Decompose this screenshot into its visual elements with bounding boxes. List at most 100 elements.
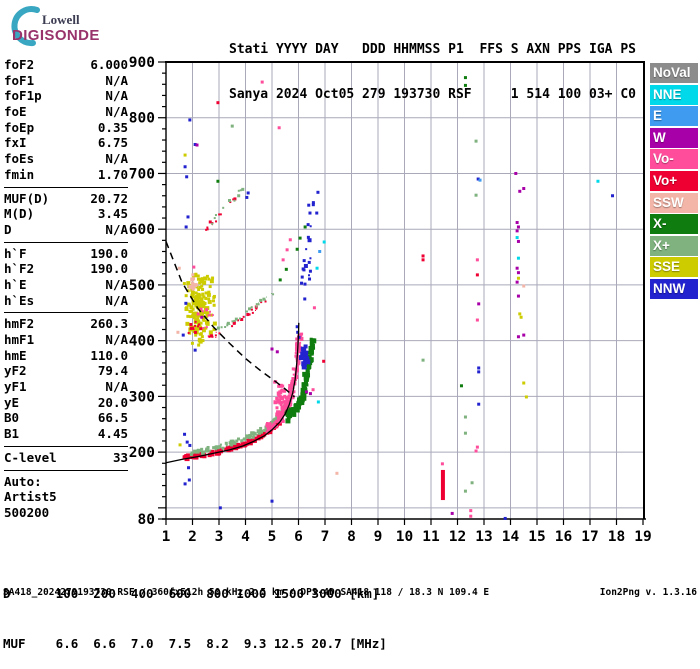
panel-separator <box>4 445 128 447</box>
series-third-hop-x <box>211 187 245 225</box>
series-spread-column-blue <box>300 190 320 301</box>
param-value: N/A <box>105 332 128 347</box>
param-row-ye: yE 20.0 <box>4 395 128 411</box>
legend-item-e: E <box>650 106 698 127</box>
param-row-d: D N/A <box>4 222 128 238</box>
axis-tick-label: 18 <box>608 529 625 545</box>
status-measurement-info: SA418_2024279193730.RSF / 360fx512h 50 k… <box>3 587 490 598</box>
legend-item-vo: Vo- <box>650 149 698 170</box>
param-value: N/A <box>105 379 128 395</box>
status-bar: SA418_2024279193730.RSF / 360fx512h 50 k… <box>0 587 700 598</box>
param-value: 20.72 <box>90 190 128 206</box>
param-value: 6.75 <box>97 135 128 151</box>
param-row-foe: foE N/A <box>4 104 128 120</box>
series-noise-ssw <box>176 266 526 475</box>
param-value: 190.0 <box>90 261 128 277</box>
series-es-burst <box>440 469 445 501</box>
param-value: N/A <box>105 221 128 237</box>
param-row-b1: B1 4.45 <box>4 426 128 442</box>
param-value: 260.3 <box>90 316 128 332</box>
param-label: fmin <box>4 166 35 182</box>
panel-separator <box>4 186 128 188</box>
series-cluster-salmon-specks <box>188 273 198 291</box>
param-row-fmin: fmin 1.70 <box>4 167 128 183</box>
header-values-line: Sanya 2024 Oct05 279 193730 RSF 1 514 10… <box>229 87 636 102</box>
series-noise-vo-minus <box>192 80 479 518</box>
axis-tick-label: 17 <box>581 529 598 545</box>
panel-separator <box>4 312 128 314</box>
param-value: 1.70 <box>97 166 128 182</box>
axis-tick-label: 300 <box>129 389 155 405</box>
param-value: 20.0 <box>97 394 128 410</box>
param-value: N/A <box>105 276 128 292</box>
param-row-yf1: yF1 N/A <box>4 379 128 395</box>
param-value: 190.0 <box>90 245 128 261</box>
axis-tick-label: 13 <box>475 529 492 545</box>
axis-tick-label: 2 <box>188 529 197 545</box>
param-row-hes: h`Es N/A <box>4 293 128 309</box>
param-label: foF2 <box>4 57 35 72</box>
series-second-hop-x <box>215 292 275 331</box>
param-row-b0: B0 66.5 <box>4 410 128 426</box>
param-value: 4.45 <box>97 426 128 442</box>
legend-item-nne: NNE <box>650 84 698 105</box>
param-value: N/A <box>105 151 128 167</box>
logo-digisonde-text: DIGISONDE <box>12 27 100 44</box>
axis-tick-label: 80 <box>138 512 155 528</box>
series-noise-vo-plus <box>216 101 479 363</box>
axis-tick-label: 800 <box>129 111 155 127</box>
param-value: 0.35 <box>97 119 128 135</box>
param-value: 3.45 <box>97 206 128 222</box>
param-label: Auto: <box>4 473 42 489</box>
param-row-foes: foEs N/A <box>4 151 128 167</box>
axis-tick-label: 5 <box>268 529 277 545</box>
param-label: yF1 <box>4 379 27 395</box>
param-row-hme: hmE 110.0 <box>4 348 128 364</box>
param-value: N/A <box>105 292 128 308</box>
muf-row: MUF 6.6 6.6 7.0 7.5 8.2 9.3 12.5 20.7 [M… <box>3 635 387 651</box>
param-label: Artist5 <box>4 489 57 505</box>
param-row-fof1: foF1 N/A <box>4 73 128 89</box>
d-muf-table: D 100 200 400 600 800 1000 1500 3000 [km… <box>3 553 387 669</box>
param-label: h`F <box>4 245 27 261</box>
axis-tick-label: 400 <box>129 334 155 350</box>
param-value: N/A <box>105 104 128 120</box>
series-f-trace-x-upper <box>284 337 317 424</box>
param-row-hf2: h`F2 190.0 <box>4 261 128 277</box>
series-third-hop-o <box>205 197 237 231</box>
legend-item-x: X- <box>650 214 698 235</box>
axis-ticks <box>158 61 644 525</box>
series-noise-w <box>195 143 526 515</box>
series-cluster-red-specks <box>187 320 203 334</box>
param-value: 66.5 <box>97 410 128 426</box>
panel-separator <box>4 469 128 471</box>
param-label: B1 <box>4 426 20 442</box>
legend-item-x: X+ <box>650 235 698 256</box>
axis-tick-label: 500 <box>129 278 155 294</box>
param-label: hmF1 <box>4 332 35 347</box>
param-label: yE <box>4 394 20 410</box>
legend-item-sse: SSE <box>650 257 698 278</box>
param-label: yF2 <box>4 363 27 379</box>
legend-item-nnw: NNW <box>650 278 698 299</box>
series-noise-x-plus <box>230 124 478 493</box>
series-noise-nnw <box>181 118 615 520</box>
axis-tick-label: 12 <box>449 529 466 545</box>
param-row-fof1p: foF1p N/A <box>4 88 128 104</box>
param-row-fxi: fxI 6.75 <box>4 135 128 151</box>
param-label: B0 <box>4 410 20 426</box>
param-label: foE <box>4 104 27 120</box>
axis-tick-label: 6 <box>294 529 303 545</box>
param-label: h`Es <box>4 292 35 308</box>
param-value: 33 <box>112 449 128 465</box>
param-row-he: h`E N/A <box>4 277 128 293</box>
scaled-parameters-panel: foF2 6.000 foF1 N/A foF1p N/A foE N/A foEp 0.35 fx… <box>4 57 128 521</box>
axis-tick-label: 11 <box>422 529 440 545</box>
param-label: foEs <box>4 151 35 167</box>
axis-tick-label: 9 <box>374 529 383 545</box>
param-value: 110.0 <box>90 347 128 363</box>
param-row-fof2: foF2 6.000 <box>4 57 128 73</box>
param-row-hf: h`F 190.0 <box>4 246 128 262</box>
param-row-clevel: C-level 33 <box>4 450 128 466</box>
